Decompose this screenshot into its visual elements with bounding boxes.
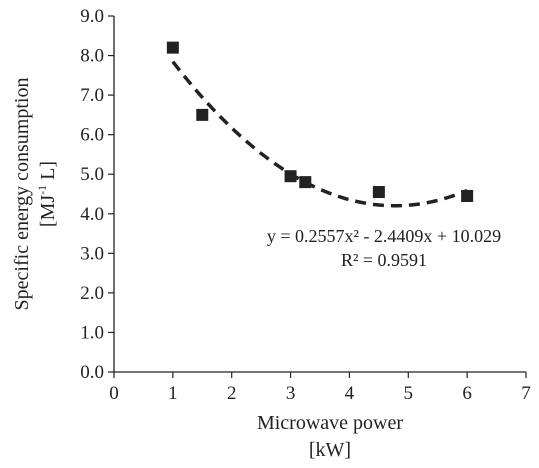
data-point-marker	[372, 186, 385, 199]
data-point-marker	[196, 108, 209, 121]
r-squared-label: R² = 0.9591	[341, 250, 427, 270]
y-tick-label: 1.0	[80, 322, 104, 343]
data-point-marker	[166, 41, 179, 54]
y-tick-label: 5.0	[80, 164, 104, 185]
trendline-curve	[171, 60, 468, 208]
y-tick-label: 4.0	[80, 204, 104, 225]
x-tick-label: 2	[227, 383, 237, 404]
y-tick-label: 2.0	[80, 283, 104, 304]
trendline-equation: y = 0.2557x² - 2.4409x + 10.029	[267, 226, 501, 246]
y-axis-unit: [MJ-1 L]	[35, 161, 59, 227]
x-axis-unit: [kW]	[309, 439, 351, 461]
y-unit-superscript: -1	[35, 185, 49, 195]
x-tick-label: 6	[462, 383, 472, 404]
y-tick-label: 8.0	[80, 46, 104, 67]
y-tick-label: 7.0	[80, 85, 104, 106]
y-tick-label: 3.0	[80, 243, 104, 264]
y-tick-label: 9.0	[80, 6, 104, 27]
x-tick-label: 0	[109, 383, 119, 404]
y-axis-title: Specific energy consumption	[11, 78, 33, 311]
x-axis-title: Microwave power	[257, 412, 403, 434]
y-tick-label: 0.0	[80, 362, 104, 383]
trendline-group	[171, 60, 468, 208]
x-tick-label: 4	[345, 383, 355, 404]
data-point-marker	[461, 189, 474, 202]
axes: 0.0 1.0 2.0 3.0 4.0 5.0 6.0 7.0 8.0 9.0 0 1 2 3 4 5 6 7	[80, 6, 531, 404]
x-tick-label: 1	[168, 383, 178, 404]
y-unit-suffix: L]	[37, 161, 59, 185]
data-point-marker	[299, 176, 312, 189]
x-tick-label: 7	[521, 383, 531, 404]
data-point-marker	[284, 170, 297, 183]
x-tick-label: 3	[286, 383, 296, 404]
y-tick-label: 6.0	[80, 125, 104, 146]
data-points-group	[166, 41, 474, 202]
x-tick-label: 5	[404, 383, 414, 404]
y-unit-prefix: [MJ	[37, 195, 59, 227]
